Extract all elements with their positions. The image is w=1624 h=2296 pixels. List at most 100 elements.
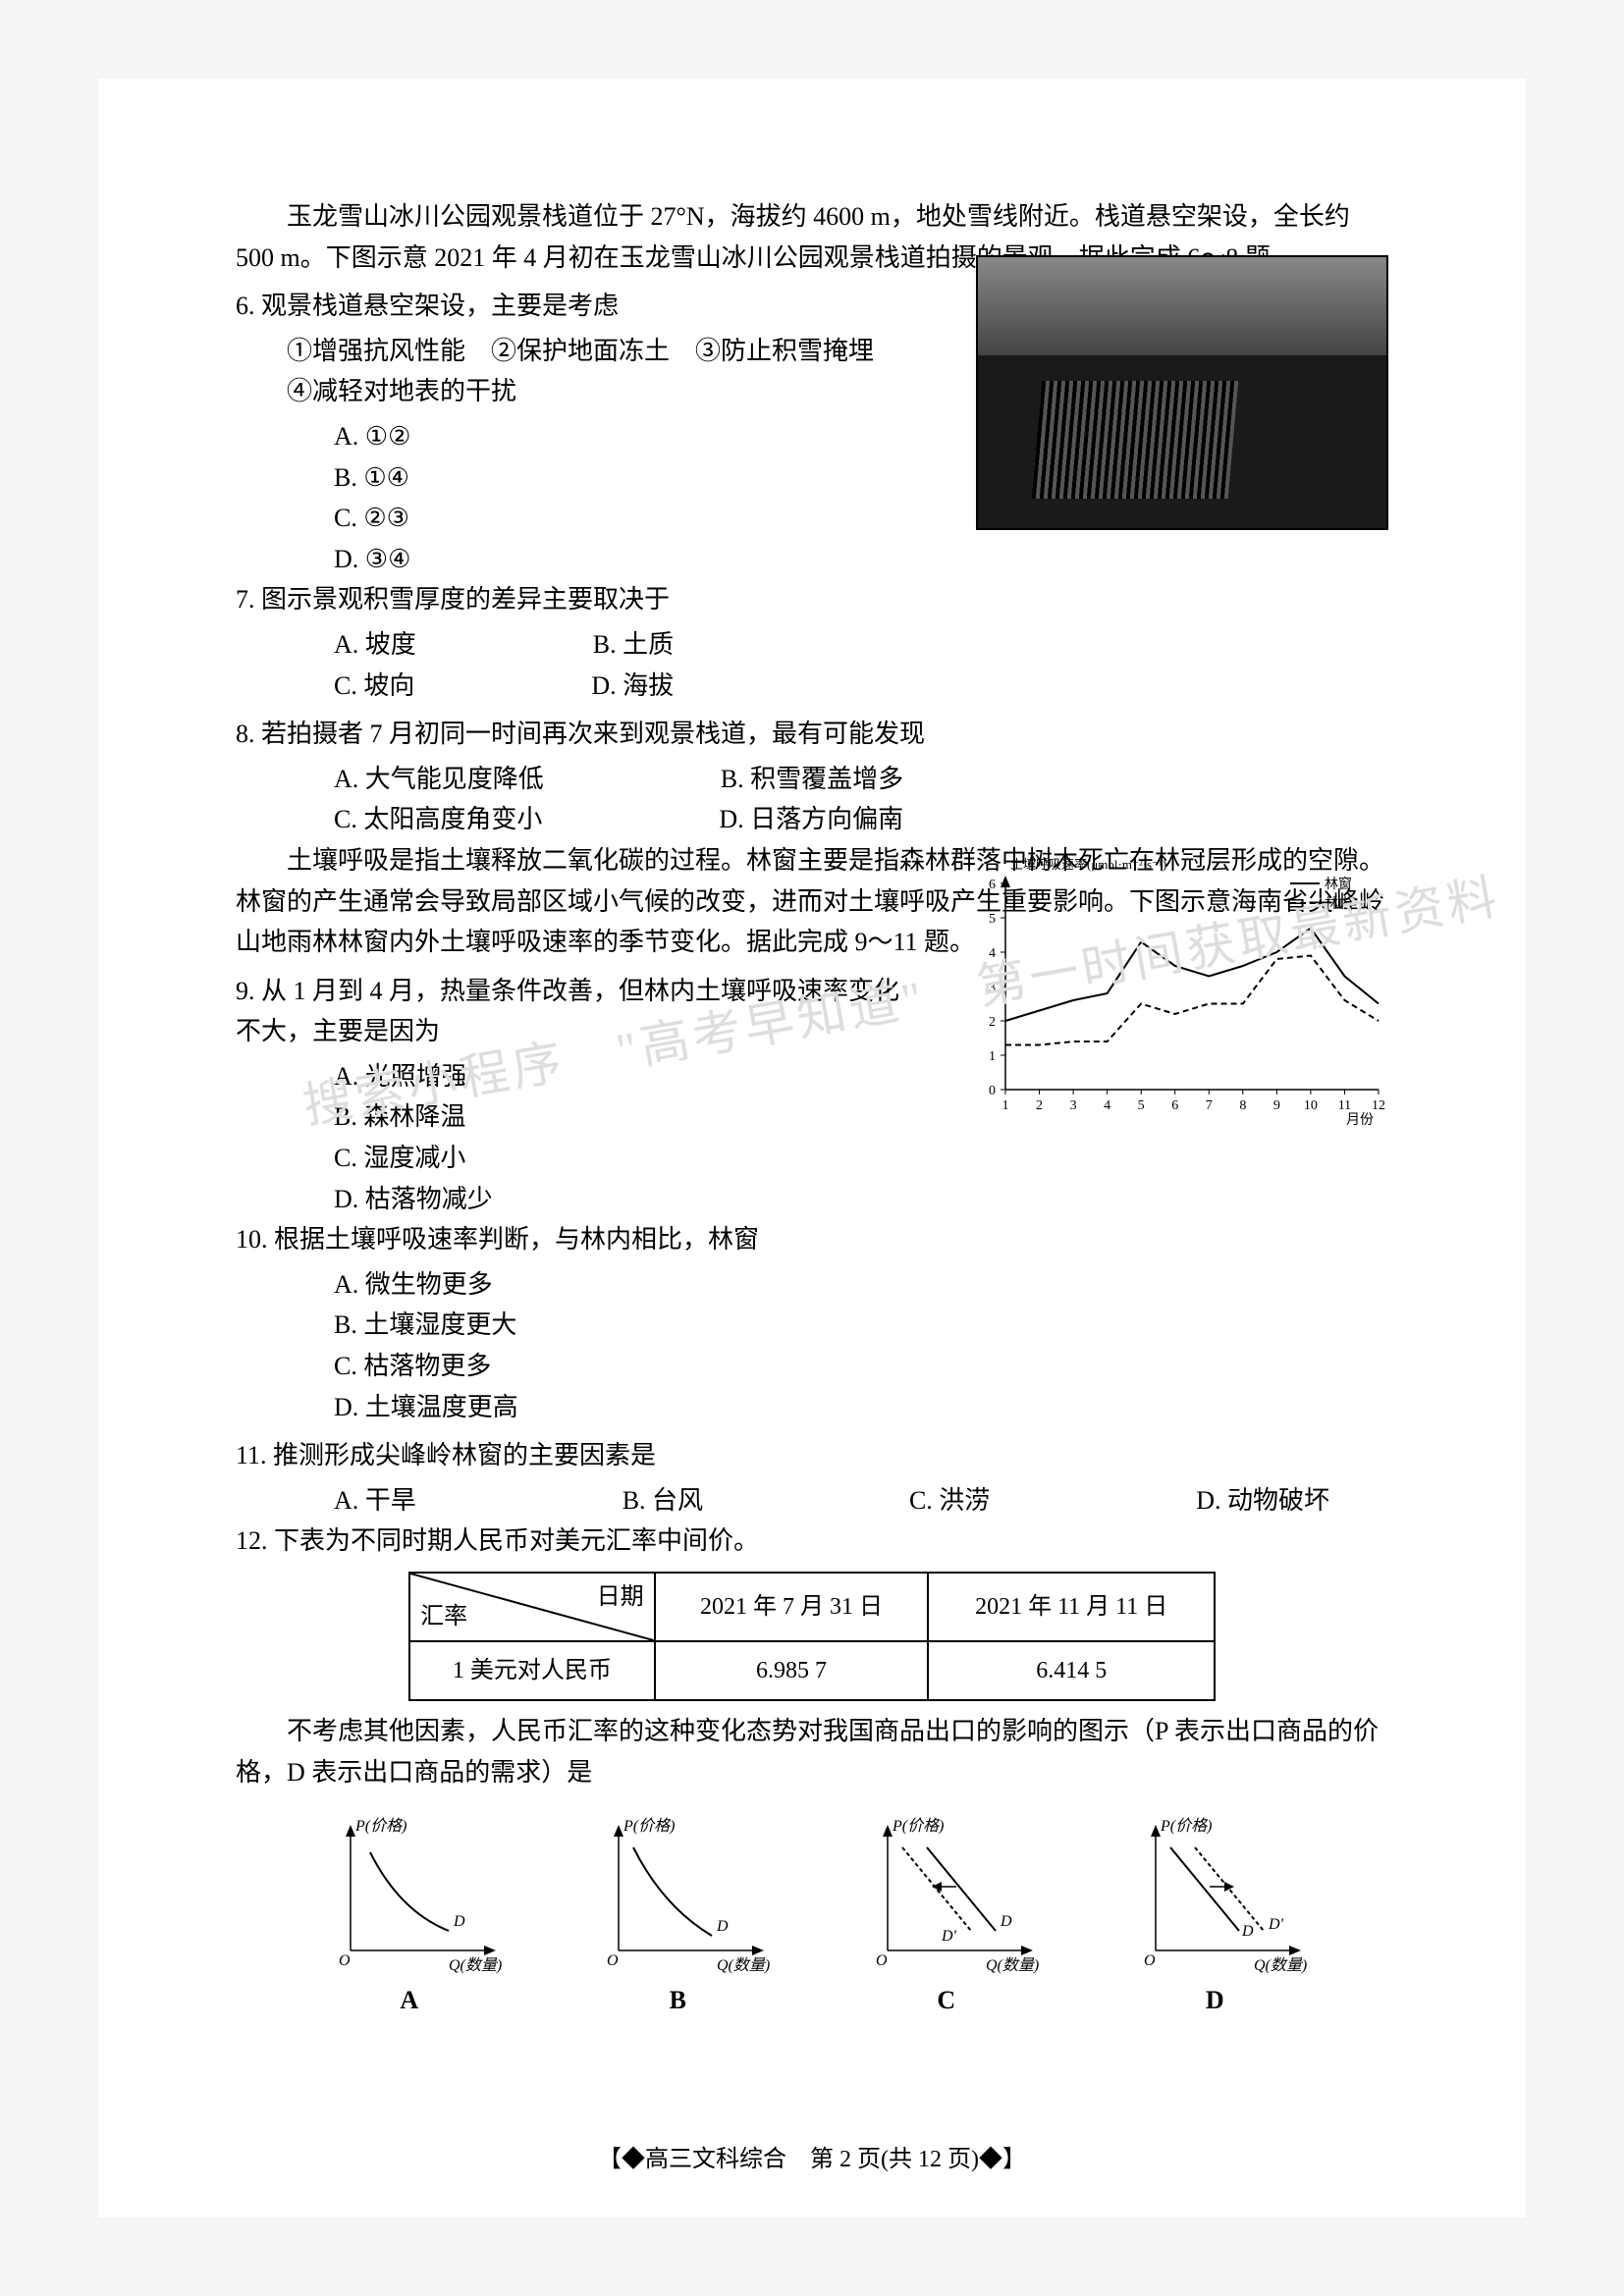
q8-opt-d: D. 日落方向偏南 [719, 799, 903, 840]
q9-opt-b: B. 森林降温 [334, 1096, 923, 1138]
q10-opt-b: B. 土壤湿度更大 [334, 1305, 923, 1346]
svg-text:5: 5 [1138, 1098, 1145, 1113]
q8-opt-b: B. 积雪覆盖增多 [721, 759, 903, 800]
q11-stem: 11. 推测形成尖峰岭林窗的主要因素是 [236, 1435, 1388, 1476]
svg-text:D: D [1241, 1923, 1254, 1940]
svg-text:2: 2 [989, 1015, 996, 1030]
exchange-rate-table: 日期 汇率 2021 年 7 月 31 日 2021 年 11 月 11 日 1… [408, 1572, 1216, 1701]
q7-opt-d: D. 海拔 [591, 666, 674, 707]
q8-options-2: C. 太阳高度角变小 D. 日落方向偏南 [236, 799, 1388, 840]
svg-text:6: 6 [1171, 1098, 1178, 1113]
svg-text:1: 1 [989, 1049, 996, 1064]
econ-chart-c: P(价格) Q(数量) O D D' C [848, 1813, 1045, 2021]
q7-options: A. 坡度 B. 土质 [236, 624, 923, 666]
q6-options: A. ①② B. ①④ C. ②③ D. ③④ [236, 416, 923, 579]
svg-text:3: 3 [1070, 1098, 1077, 1113]
q6-opt-d: D. ③④ [334, 539, 923, 580]
svg-text:Q(数量): Q(数量) [449, 1956, 502, 1974]
q10-options: A. 微生物更多 B. 土壤湿度更大 C. 枯落物更多 D. 土壤温度更高 [236, 1264, 923, 1427]
econ-label-a: A [311, 1980, 508, 2021]
svg-text:Q(数量): Q(数量) [1254, 1956, 1307, 1974]
svg-text:4: 4 [989, 946, 996, 961]
q10-opt-a: A. 微生物更多 [334, 1264, 923, 1306]
scenery-photo [976, 255, 1388, 530]
q9-opt-a: A. 光照增强 [334, 1056, 923, 1097]
q8-opt-a: A. 大气能见度降低 [334, 759, 544, 800]
q6-items: ①增强抗风性能 ②保护地面冻土 ③防止积雪掩埋 ④减轻对地表的干扰 [236, 331, 923, 412]
q10-opt-d: D. 土壤温度更高 [334, 1387, 923, 1428]
svg-text:5: 5 [989, 912, 996, 927]
svg-text:11: 11 [1338, 1098, 1351, 1113]
svg-text:12: 12 [1372, 1098, 1385, 1113]
q12-stem: 12. 下表为不同时期人民币对美元汇率中间价。 [236, 1521, 1388, 1562]
svg-text:D: D [716, 1918, 729, 1935]
q11-opt-b: B. 台风 [623, 1480, 703, 1522]
svg-text:D': D' [1268, 1916, 1284, 1933]
q6-stem: 6. 观景栈道悬空架设，主要是考虑 [236, 286, 923, 327]
q9-opt-d: D. 枯落物减少 [334, 1179, 923, 1220]
q6-opt-c: C. ②③ [334, 498, 923, 539]
econ-chart-a: P(价格) Q(数量) O D A [311, 1813, 508, 2021]
q11-opt-c: C. 洪涝 [909, 1480, 990, 1522]
page-footer: 【◆高三文科综合 第 2 页(共 12 页)◆】 [98, 2141, 1526, 2178]
svg-text:6: 6 [989, 878, 996, 892]
table-val1: 6.985 7 [655, 1641, 929, 1700]
corner-label-rate: 汇率 [420, 1598, 467, 1635]
q9-opt-c: C. 湿度减小 [334, 1138, 923, 1179]
econ-label-d: D [1116, 1980, 1313, 2021]
svg-text:P(价格): P(价格) [623, 1817, 675, 1835]
q12-tail: 不考虑其他因素，人民币汇率的这种变化态势对我国商品出口的影响的图示（P 表示出口… [236, 1711, 1388, 1792]
svg-text:O: O [339, 1952, 351, 1969]
svg-text:O: O [607, 1952, 619, 1969]
svg-text:O: O [1144, 1952, 1156, 1969]
svg-text:3: 3 [989, 981, 996, 995]
q9-stem: 9. 从 1 月到 4 月，热量条件改善，但林内土壤呼吸速率变化不大，主要是因为 [236, 971, 923, 1052]
q8-stem: 8. 若拍摄者 7 月初同一时间再次来到观景栈道，最有可能发现 [236, 714, 1388, 755]
table-col1-header: 2021 年 7 月 31 日 [655, 1573, 929, 1641]
svg-text:Q(数量): Q(数量) [717, 1956, 770, 1974]
svg-text:2: 2 [1036, 1098, 1043, 1113]
svg-text:P(价格): P(价格) [1160, 1817, 1212, 1835]
svg-text:0: 0 [989, 1084, 996, 1098]
q8-opt-c: C. 太阳高度角变小 [334, 799, 542, 840]
q7-opt-c: C. 坡向 [334, 666, 414, 707]
svg-text:D: D [453, 1913, 465, 1930]
q10-opt-c: C. 枯落物更多 [334, 1346, 923, 1387]
svg-text:P(价格): P(价格) [354, 1817, 406, 1835]
econ-chart-d: P(价格)Q(数量)ODD' D [1116, 1813, 1313, 2021]
svg-text:月份: 月份 [1346, 1112, 1374, 1128]
q7-options-2: C. 坡向 D. 海拔 [236, 666, 923, 707]
econ-label-b: B [579, 1980, 776, 2021]
table-val2: 6.414 5 [928, 1641, 1214, 1700]
respiration-chart: 0123456123456789101112月份土壤呼吸速率(μmol·m⁻²·… [956, 854, 1388, 1129]
svg-text:Q(数量): Q(数量) [986, 1956, 1039, 1974]
q7-opt-b: B. 土质 [593, 624, 674, 666]
svg-text:土壤呼吸速率(μmol·m⁻²·s⁻¹): 土壤呼吸速率(μmol·m⁻²·s⁻¹) [1010, 857, 1166, 872]
econ-label-c: C [848, 1980, 1045, 2021]
q6-opt-b: B. ①④ [334, 457, 923, 499]
q9-options: A. 光照增强 B. 森林降温 C. 湿度减小 D. 枯落物减少 [236, 1056, 923, 1219]
svg-text:10: 10 [1304, 1098, 1318, 1113]
q11-opt-a: A. 干旱 [334, 1480, 416, 1522]
exam-page: 玉龙雪山冰川公园观景栈道位于 27°N，海拔约 4600 m，地处雪线附近。栈道… [98, 79, 1526, 2217]
svg-text:9: 9 [1273, 1098, 1280, 1113]
q7-stem: 7. 图示景观积雪厚度的差异主要取决于 [236, 579, 923, 620]
q6-opt-a: A. ①② [334, 416, 923, 457]
q8-options: A. 大气能见度降低 B. 积雪覆盖增多 [236, 759, 1388, 800]
svg-text:林内: 林内 [1325, 896, 1352, 912]
svg-text:4: 4 [1104, 1098, 1110, 1113]
q7-opt-a: A. 坡度 [334, 624, 416, 666]
svg-text:1: 1 [1002, 1098, 1009, 1113]
svg-text:D': D' [941, 1928, 957, 1945]
svg-text:林窗: 林窗 [1325, 876, 1352, 892]
econ-chart-b: P(价格) Q(数量) O D B [579, 1813, 776, 2021]
svg-text:P(价格): P(价格) [892, 1817, 944, 1835]
svg-text:7: 7 [1206, 1098, 1213, 1113]
svg-text:D: D [1000, 1913, 1012, 1930]
q11-options: A. 干旱 B. 台风 C. 洪涝 D. 动物破坏 [236, 1480, 1388, 1522]
econ-chart-row: P(价格)Q(数量)OD A P(价格)Q(数量)OD B P(价格)Q(数量)… [236, 1813, 1388, 2021]
table-corner-cell: 日期 汇率 [409, 1573, 655, 1641]
table-col2-header: 2021 年 11 月 11 日 [928, 1573, 1214, 1641]
svg-text:O: O [876, 1952, 888, 1969]
table-row-label: 1 美元对人民币 [409, 1641, 655, 1700]
